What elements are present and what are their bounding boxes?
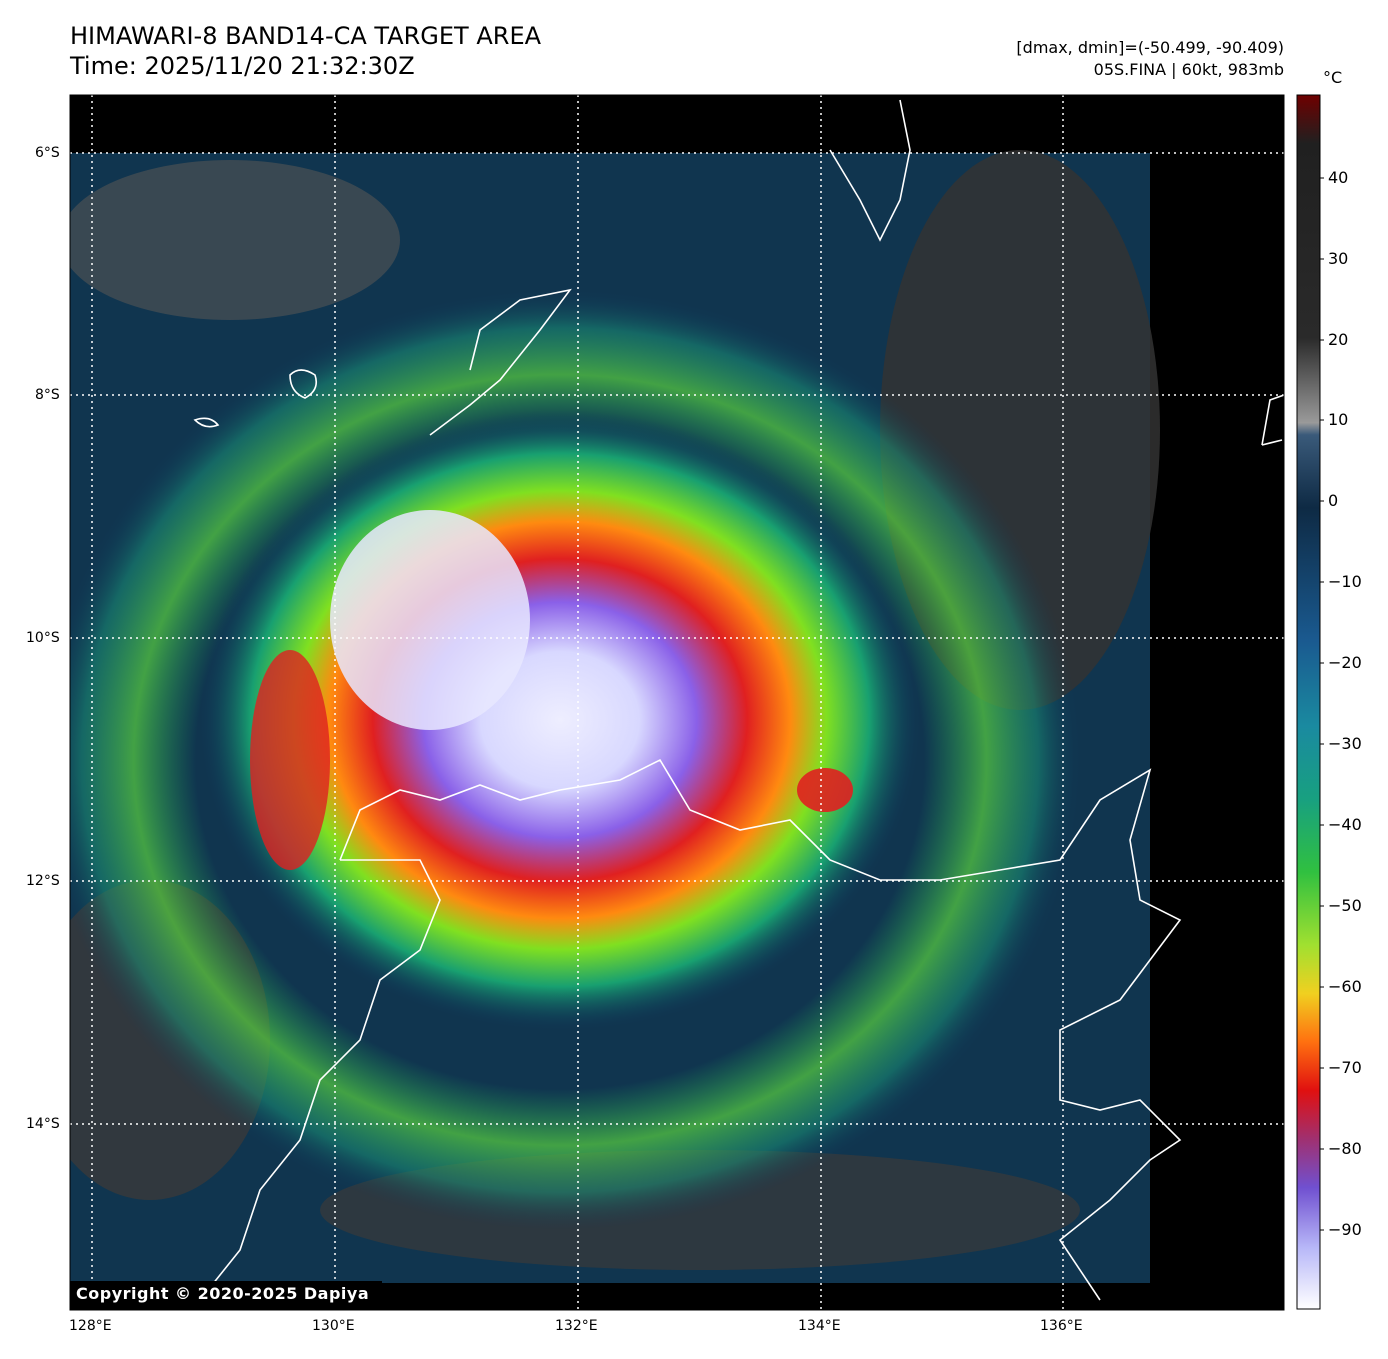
lon-label-132e: 132°E — [555, 1318, 598, 1334]
lat-label-14s: 14°S — [26, 1116, 60, 1132]
chart-time: Time: 2025/11/20 21:32:30Z — [70, 52, 415, 80]
lat-label-6s: 6°S — [35, 145, 60, 161]
island-small-1 — [289, 369, 318, 399]
colorbar-label-m90: −90 — [1328, 1220, 1362, 1239]
colorbar-label-m60: −60 — [1328, 977, 1362, 996]
map-border — [69, 94, 1285, 1311]
coastline-aru — [829, 99, 911, 242]
colorbar-label-m80: −80 — [1328, 1139, 1362, 1158]
colorbar-label-m20: −20 — [1328, 653, 1362, 672]
copyright-backdrop — [70, 1281, 382, 1309]
coastlines — [193, 99, 1284, 1301]
warm-region-nw — [70, 160, 400, 320]
colorbar-label-0: 0 — [1328, 491, 1339, 510]
colorbar-label-m10: −10 — [1328, 572, 1362, 591]
colorbar-label-20: 20 — [1328, 330, 1349, 349]
colorbar-label-m50: −50 — [1328, 896, 1362, 915]
lat-label-8s: 8°S — [35, 387, 60, 403]
colorbar-ticks — [1320, 177, 1324, 1231]
coastline-north-australia — [339, 758, 1182, 1301]
lon-label-130e: 130°E — [312, 1318, 355, 1334]
colorbar-label-m30: −30 — [1328, 734, 1362, 753]
eastern-convective-cell — [797, 768, 853, 812]
storm-info: 05S.FINA | 60kt, 983mb — [1093, 60, 1284, 79]
island-small-2 — [193, 417, 220, 428]
dmax-dmin-readout: [dmax, dmin]=(-50.499, -90.409) — [1016, 38, 1284, 57]
coastline-papua — [1261, 394, 1284, 446]
colorbar-label-10: 10 — [1328, 410, 1349, 429]
lon-label-136e: 136°E — [1040, 1318, 1083, 1334]
lon-label-134e: 134°E — [798, 1318, 841, 1334]
western-convection — [250, 650, 330, 870]
colorbar-label-40: 40 — [1328, 168, 1349, 187]
colorbar-unit: °C — [1323, 68, 1343, 87]
coastline-tanimbar — [429, 288, 572, 436]
coastline-west — [199, 859, 441, 1301]
colorbar-label-m40: −40 — [1328, 815, 1362, 834]
colorbar — [1296, 94, 1321, 1310]
colorbar-label-m70: −70 — [1328, 1058, 1362, 1077]
lat-label-12s: 12°S — [26, 873, 60, 889]
chart-title: HIMAWARI-8 BAND14-CA TARGET AREA — [70, 22, 542, 50]
graticule — [70, 95, 1284, 1310]
lon-label-128e: 128°E — [69, 1318, 112, 1334]
colorbar-label-30: 30 — [1328, 249, 1349, 268]
lat-label-10s: 10°S — [26, 630, 60, 646]
copyright-notice: Copyright © 2020-2025 Dapiya — [76, 1284, 370, 1303]
central-dense-overcast — [330, 510, 530, 730]
